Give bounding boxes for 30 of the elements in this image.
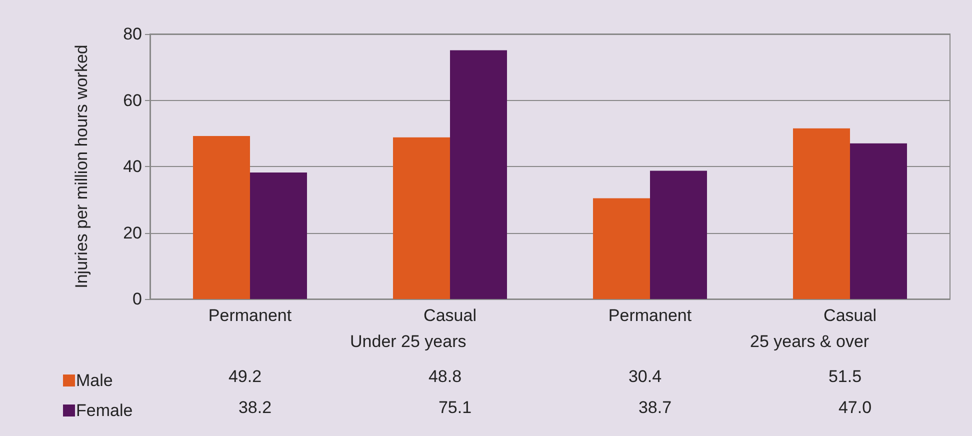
text: Under 25 years [350,332,466,351]
data-label: 75.1 [438,398,472,417]
legend-label: Female [76,401,133,420]
y-tick-label: 60 [123,90,142,110]
bar [193,136,250,299]
data-label: 38.2 [238,398,272,417]
x-tick-label: Casual [824,306,876,325]
y-axis-title: Injuries per million hours worked [72,44,91,288]
text: 25 years & over [750,332,870,351]
data-label: 47.0 [838,398,872,417]
bar [250,172,307,299]
y-tick-label: 0 [132,290,142,308]
x-tick-label: Permanent [608,306,692,325]
legend-label: Male [76,371,113,390]
bar [850,143,907,299]
data-label: 38.7 [638,398,672,417]
x-tick-label: Casual [424,306,476,325]
y-tick-label: 80 [123,24,142,44]
y-tick-label: 40 [123,157,142,176]
bar [593,198,650,299]
bar [793,128,850,299]
bar [450,50,507,299]
data-label: 51.5 [828,367,862,386]
data-label: 49.2 [228,367,262,386]
y-tick-label: 20 [123,223,142,242]
bar [650,170,707,299]
data-label: 48.8 [428,367,462,386]
data-label: 30.4 [628,367,662,386]
x-tick-label: Permanent [208,306,292,325]
bar [393,137,450,299]
